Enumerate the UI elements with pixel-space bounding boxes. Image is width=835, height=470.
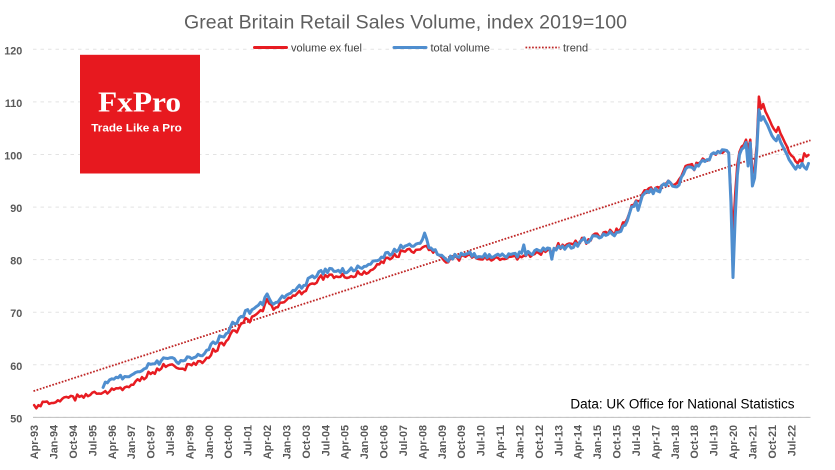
svg-text:Jul-10: Jul-10: [476, 425, 488, 456]
svg-text:Apr-93: Apr-93: [29, 425, 41, 459]
svg-text:Oct-94: Oct-94: [68, 425, 80, 459]
svg-text:Jan-97: Jan-97: [126, 425, 138, 459]
svg-text:Apr-20: Apr-20: [728, 425, 740, 459]
svg-text:Great Britain Retail Sales Vol: Great Britain Retail Sales Volume, index…: [184, 12, 627, 34]
svg-text:Apr-14: Apr-14: [573, 425, 585, 459]
svg-text:Jan-94: Jan-94: [49, 425, 61, 459]
svg-text:Jan-21: Jan-21: [747, 425, 759, 459]
svg-text:Jan-03: Jan-03: [282, 425, 294, 459]
svg-text:Apr-99: Apr-99: [184, 425, 196, 459]
svg-text:Jul-16: Jul-16: [631, 425, 643, 456]
svg-text:Oct-15: Oct-15: [612, 425, 624, 459]
svg-text:Jan-18: Jan-18: [670, 425, 682, 459]
svg-text:Oct-09: Oct-09: [456, 425, 468, 459]
svg-text:Oct-21: Oct-21: [767, 425, 779, 459]
svg-text:Oct-03: Oct-03: [301, 425, 313, 459]
svg-text:Jan-12: Jan-12: [515, 425, 527, 459]
svg-text:90: 90: [10, 203, 22, 215]
svg-text:Jan-00: Jan-00: [204, 425, 216, 459]
svg-text:Oct-97: Oct-97: [146, 425, 158, 459]
svg-text:trend: trend: [563, 43, 588, 55]
svg-text:Oct-12: Oct-12: [534, 425, 546, 459]
svg-text:Apr-05: Apr-05: [340, 425, 352, 459]
svg-text:70: 70: [10, 308, 22, 320]
svg-text:Jul-22: Jul-22: [786, 425, 798, 456]
svg-text:Oct-18: Oct-18: [689, 425, 701, 459]
svg-text:Jul-13: Jul-13: [553, 425, 565, 456]
svg-text:total volume: total volume: [431, 43, 490, 55]
svg-text:Jul-07: Jul-07: [398, 425, 410, 456]
svg-text:Apr-96: Apr-96: [107, 425, 119, 459]
svg-text:100: 100: [4, 151, 22, 163]
svg-text:Apr-02: Apr-02: [262, 425, 274, 459]
svg-text:Oct-06: Oct-06: [379, 425, 391, 459]
svg-text:Apr-11: Apr-11: [495, 425, 507, 459]
svg-text:Jul-98: Jul-98: [165, 425, 177, 456]
svg-text:Jan-15: Jan-15: [592, 425, 604, 459]
svg-text:Jan-09: Jan-09: [437, 425, 449, 459]
svg-text:FxPro: FxPro: [98, 88, 181, 119]
svg-text:120: 120: [4, 45, 22, 57]
svg-text:volume ex fuel: volume ex fuel: [291, 43, 362, 55]
svg-text:60: 60: [10, 361, 22, 373]
svg-text:Jan-06: Jan-06: [359, 425, 371, 459]
svg-text:Trade Like a Pro: Trade Like a Pro: [91, 123, 182, 135]
svg-text:50: 50: [10, 413, 22, 425]
svg-text:Jul-01: Jul-01: [243, 425, 255, 456]
svg-text:Apr-17: Apr-17: [650, 425, 662, 459]
svg-text:Jul-95: Jul-95: [87, 425, 99, 456]
svg-text:Oct-00: Oct-00: [223, 425, 235, 459]
svg-text:Jul-04: Jul-04: [320, 425, 332, 456]
svg-text:Data: UK Office for National S: Data: UK Office for National Statistics: [570, 397, 794, 412]
svg-text:110: 110: [5, 98, 22, 110]
svg-text:Apr-08: Apr-08: [417, 425, 429, 459]
svg-text:80: 80: [10, 256, 22, 268]
svg-text:Jul-19: Jul-19: [709, 425, 721, 456]
